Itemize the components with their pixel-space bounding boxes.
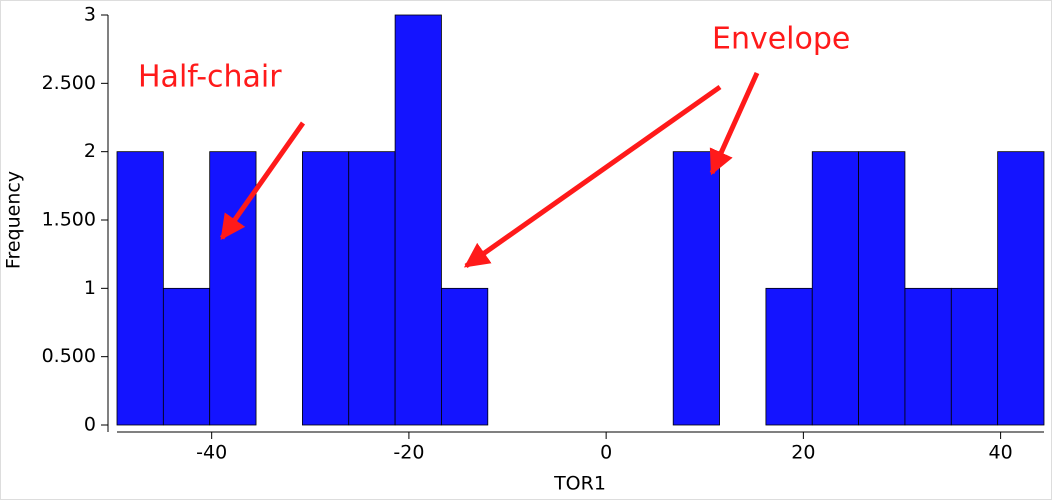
y-tick-label: 3 <box>84 4 96 26</box>
bar <box>209 151 257 426</box>
arrow <box>709 71 760 176</box>
arrow <box>463 84 722 269</box>
y-tick-label: 2 <box>84 140 96 162</box>
bar <box>811 151 859 426</box>
bar <box>950 287 999 426</box>
x-tick-label: -20 <box>393 442 424 464</box>
y-tick-label: 2.500 <box>42 72 96 94</box>
bar <box>672 151 720 426</box>
bar <box>765 287 813 426</box>
bar <box>997 151 1045 426</box>
bar <box>348 151 396 426</box>
annotation: Half-chair <box>138 60 282 95</box>
arrow <box>219 121 306 241</box>
y-tick-label: 0 <box>84 414 96 436</box>
y-tick-label: 1.500 <box>42 209 96 231</box>
bar <box>301 151 350 426</box>
bar <box>394 14 442 426</box>
arrows <box>219 71 760 269</box>
bar <box>162 287 211 426</box>
bar <box>116 151 164 426</box>
x-tick-label: 40 <box>989 442 1013 464</box>
x-axis-label: TOR1 <box>553 473 606 495</box>
y-tick-label: 0.500 <box>42 345 96 367</box>
bar <box>858 151 906 426</box>
x-tick-label: 20 <box>791 442 815 464</box>
x-tick-label: 0 <box>600 442 612 464</box>
bar <box>441 287 489 426</box>
x-tick-label: -40 <box>196 442 227 464</box>
bar <box>904 287 952 426</box>
y-axis-label: Frequency <box>3 171 25 269</box>
annotation: Envelope <box>712 22 850 57</box>
y-tick-label: 1 <box>84 277 96 299</box>
